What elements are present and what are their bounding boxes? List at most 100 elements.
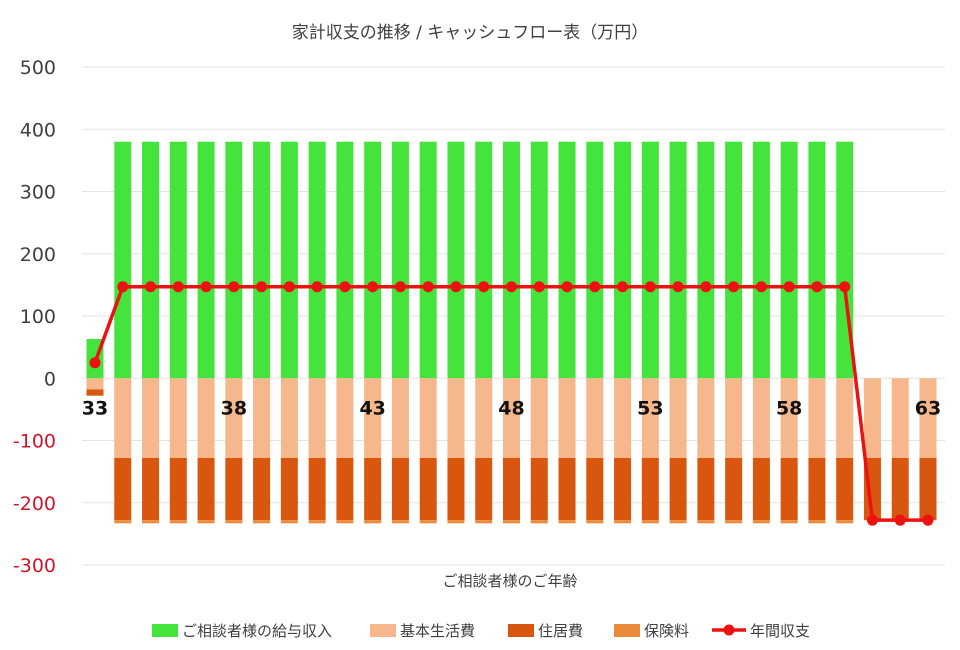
bar-series-3-age-43	[364, 520, 382, 524]
line-point-age-33	[89, 357, 101, 369]
y-tick-label: 100	[20, 306, 56, 328]
bar-series-0-age-59	[808, 141, 826, 379]
chart-title: 家計収支の推移 / キャッシュフロー表（万円）	[292, 23, 649, 43]
line-point-age-58	[783, 281, 795, 293]
line-point-age-52	[617, 281, 629, 293]
line-point-age-36	[172, 281, 184, 293]
bar-series-1-age-62	[891, 378, 909, 458]
line-point-age-47	[478, 281, 490, 293]
line-point-age-38	[228, 281, 240, 293]
bar-series-3-age-54	[669, 520, 687, 524]
line-point-age-40	[283, 281, 295, 293]
bar-series-0-age-47	[475, 141, 493, 379]
bar-series-2-age-52	[614, 457, 632, 521]
line-point-age-43	[367, 281, 379, 293]
bar-series-0-age-44	[391, 141, 409, 379]
bar-series-3-age-56	[725, 520, 743, 524]
y-axis-ticks: 500 400 300 200 100 0 -100 -200 -300	[13, 57, 56, 577]
line-point-age-42	[339, 281, 351, 293]
bar-series-2-age-54	[669, 457, 687, 521]
bar-series-3-age-42	[336, 520, 354, 524]
bar-series-0-age-49	[530, 141, 548, 379]
bar-series-3-age-44	[391, 520, 409, 524]
line-point-age-60	[839, 281, 851, 293]
bar-series-1-age-42	[336, 378, 354, 458]
bar-series-2-age-38	[225, 457, 243, 521]
bar-series-3-age-39	[253, 520, 271, 524]
bar-series-0-age-58	[780, 141, 798, 379]
y-tick-label: -300	[13, 555, 56, 577]
y-tick-label: 400	[20, 119, 56, 141]
line-point-age-48	[506, 281, 517, 293]
bar-series-0-age-50	[558, 141, 576, 379]
legend-label-1: 基本生活費	[400, 622, 475, 640]
bar-series-0-age-53	[641, 141, 659, 379]
bar-series-2-age-58	[780, 457, 798, 521]
bar-series-1-age-61	[863, 378, 881, 458]
bar-series-3-age-45	[419, 520, 437, 524]
legend-label-3: 保険料	[644, 622, 689, 640]
x-axis-ticks: 33 38 43 48 53 58 63	[82, 397, 941, 419]
bar-series-3-age-35	[142, 520, 160, 524]
bar-series-1-age-50	[558, 378, 576, 458]
bar-series-1-age-57	[752, 378, 770, 458]
bar-series-3-age-38	[225, 520, 243, 524]
y-tick-label: -200	[13, 493, 56, 515]
bar-series-3-age-40	[280, 520, 298, 524]
bar-series-0-age-39	[253, 141, 271, 379]
bar-series-1-age-52	[614, 378, 632, 458]
bar-series-0-age-48	[503, 141, 520, 379]
bar-series-0-age-52	[614, 141, 632, 379]
bar-series-3-age-49	[530, 520, 548, 524]
bar-series-0-age-38	[225, 141, 243, 379]
line-point-age-57	[755, 281, 767, 293]
bar-series-1-age-54	[669, 378, 687, 458]
bar-series-1-age-34	[114, 378, 132, 458]
bar-series-2-age-60	[836, 457, 854, 521]
bar-series-1-age-58	[780, 378, 798, 458]
annual-balance-line	[89, 281, 934, 526]
bar-series-2-age-47	[475, 457, 493, 521]
y-tick-label: 300	[20, 182, 56, 204]
bar-series-3-age-50	[558, 520, 576, 524]
bar-series-0-age-46	[447, 141, 465, 379]
bar-series-2-age-53	[641, 457, 659, 521]
bar-series-1-age-47	[475, 378, 493, 458]
bar-series-2-age-62	[891, 457, 909, 521]
bar-series-1-age-49	[530, 378, 548, 458]
bar-series-2-age-63	[919, 457, 937, 521]
bar-series-1-age-40	[280, 378, 298, 458]
bar-series-3-age-36	[169, 520, 187, 524]
legend-swatch-marker	[723, 624, 735, 636]
bar-series-2-age-37	[197, 457, 215, 521]
line-point-age-56	[728, 281, 740, 293]
legend-label-4: 年間収支	[750, 622, 810, 640]
bar-series-3-age-55	[697, 520, 715, 524]
y-tick-label: 200	[20, 244, 56, 266]
bar-series-0-age-43	[364, 141, 382, 379]
bar-series-1-age-60	[836, 378, 854, 458]
bar-series-0-age-42	[336, 141, 354, 379]
bar-series-2-age-46	[447, 457, 465, 521]
bar-series-3-age-37	[197, 520, 215, 524]
bar-series-3-age-59	[808, 520, 826, 524]
legend-label-2: 住居費	[538, 622, 583, 640]
bars	[86, 141, 937, 524]
bar-series-1-age-48	[503, 378, 520, 458]
line-point-age-35	[145, 281, 157, 293]
bar-series-1-age-36	[169, 378, 187, 458]
line-point-age-45	[422, 281, 434, 293]
bar-series-3-age-60	[836, 520, 854, 524]
legend-swatch-2	[508, 624, 534, 637]
legend-swatch-3	[614, 624, 640, 637]
bar-series-3-age-48	[503, 520, 520, 524]
legend: ご相談者様の給与収入 基本生活費 住居費 保険料 年間収支	[152, 622, 810, 640]
y-tick-label: -100	[13, 431, 56, 453]
bar-series-1-age-41	[308, 378, 326, 458]
bar-series-3-age-34	[114, 520, 132, 524]
line-point-age-34	[117, 281, 129, 293]
y-tick-label: 0	[44, 368, 56, 390]
x-tick-label: 63	[915, 397, 941, 419]
bar-series-2-age-56	[725, 457, 743, 521]
